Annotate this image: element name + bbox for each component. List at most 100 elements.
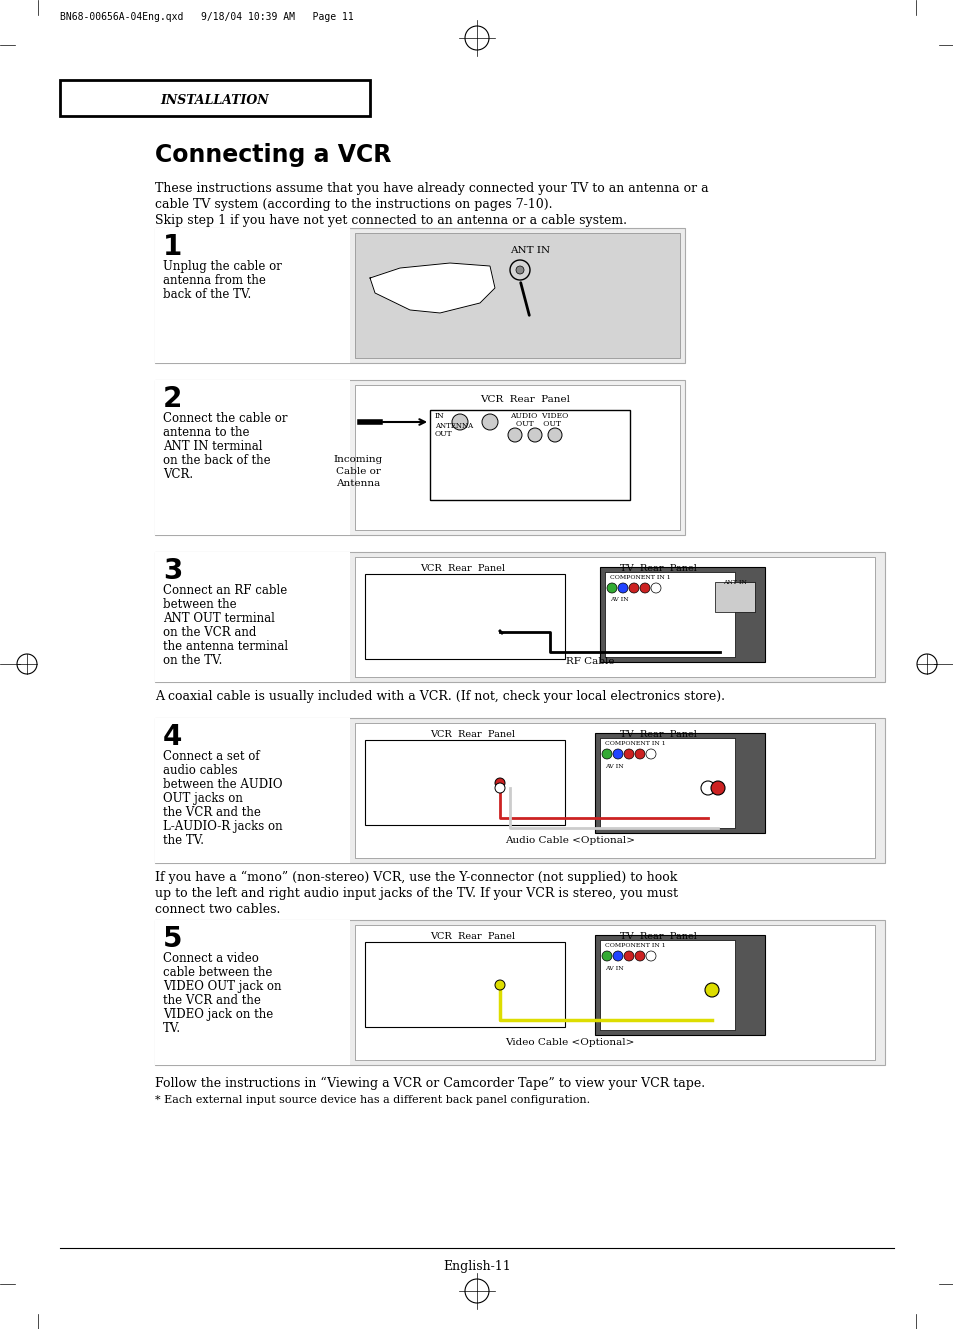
Bar bbox=[599, 567, 764, 662]
Text: back of the TV.: back of the TV. bbox=[163, 288, 251, 300]
Circle shape bbox=[601, 750, 612, 759]
Bar bbox=[154, 920, 884, 1065]
Text: ANT IN: ANT IN bbox=[722, 579, 746, 585]
Text: ANT IN terminal: ANT IN terminal bbox=[163, 440, 262, 453]
Text: COMPONENT IN 1: COMPONENT IN 1 bbox=[604, 742, 665, 746]
Bar bbox=[355, 233, 679, 358]
Text: ANT OUT terminal: ANT OUT terminal bbox=[163, 611, 274, 625]
Circle shape bbox=[650, 583, 660, 593]
Circle shape bbox=[639, 583, 649, 593]
Text: audio cables: audio cables bbox=[163, 764, 237, 777]
Circle shape bbox=[613, 750, 622, 759]
Text: Audio Cable <Optional>: Audio Cable <Optional> bbox=[504, 836, 635, 845]
Bar bbox=[355, 723, 874, 859]
Text: English-11: English-11 bbox=[442, 1260, 511, 1273]
Text: OUT: OUT bbox=[435, 431, 453, 439]
Circle shape bbox=[628, 583, 639, 593]
Text: 5: 5 bbox=[163, 925, 182, 953]
Circle shape bbox=[700, 781, 714, 795]
Text: AUDIO  VIDEO: AUDIO VIDEO bbox=[510, 412, 568, 420]
Text: Follow the instructions in “Viewing a VCR or Camcorder Tape” to view your VCR ta: Follow the instructions in “Viewing a VC… bbox=[154, 1076, 704, 1090]
Bar bbox=[60, 80, 370, 116]
Bar bbox=[154, 920, 350, 1065]
Text: on the back of the: on the back of the bbox=[163, 455, 271, 466]
Text: IN: IN bbox=[435, 412, 444, 420]
Circle shape bbox=[635, 952, 644, 961]
Text: AV IN: AV IN bbox=[604, 764, 623, 769]
Bar bbox=[599, 940, 734, 1030]
Circle shape bbox=[507, 428, 521, 443]
Text: Connecting a VCR: Connecting a VCR bbox=[154, 144, 391, 167]
Text: INSTALLATION: INSTALLATION bbox=[160, 94, 269, 108]
Text: cable between the: cable between the bbox=[163, 966, 273, 979]
Text: COMPONENT IN 1: COMPONENT IN 1 bbox=[609, 575, 670, 579]
Text: Cable or: Cable or bbox=[335, 466, 380, 476]
Text: antenna from the: antenna from the bbox=[163, 274, 266, 287]
Bar bbox=[365, 574, 564, 659]
Text: VIDEO OUT jack on: VIDEO OUT jack on bbox=[163, 979, 281, 993]
Bar bbox=[604, 571, 734, 657]
Text: TV  Rear  Panel: TV Rear Panel bbox=[619, 932, 696, 941]
Text: Connect an RF cable: Connect an RF cable bbox=[163, 583, 287, 597]
Bar bbox=[365, 942, 564, 1027]
Text: ANTENNA: ANTENNA bbox=[435, 423, 473, 431]
Text: Antenna: Antenna bbox=[335, 478, 379, 488]
Circle shape bbox=[606, 583, 617, 593]
Circle shape bbox=[527, 428, 541, 443]
Text: VCR  Rear  Panel: VCR Rear Panel bbox=[479, 395, 569, 404]
Text: Video Cable <Optional>: Video Cable <Optional> bbox=[505, 1038, 634, 1047]
Circle shape bbox=[623, 750, 634, 759]
Text: Connect the cable or: Connect the cable or bbox=[163, 412, 287, 425]
Bar bbox=[154, 380, 684, 536]
Polygon shape bbox=[370, 263, 495, 314]
Text: If you have a “mono” (non-stereo) VCR, use the Y-connector (not supplied) to hoo: If you have a “mono” (non-stereo) VCR, u… bbox=[154, 870, 677, 884]
Text: Skip step 1 if you have not yet connected to an antenna or a cable system.: Skip step 1 if you have not yet connecte… bbox=[154, 214, 626, 227]
Circle shape bbox=[613, 952, 622, 961]
Bar bbox=[154, 718, 884, 863]
Text: ANT IN: ANT IN bbox=[510, 246, 550, 255]
Text: RF Cable: RF Cable bbox=[565, 657, 614, 666]
Bar bbox=[365, 740, 564, 825]
Text: Connect a video: Connect a video bbox=[163, 952, 258, 965]
Circle shape bbox=[495, 777, 504, 788]
Text: VCR.: VCR. bbox=[163, 468, 193, 481]
Text: AV IN: AV IN bbox=[609, 597, 628, 602]
Text: cable TV system (according to the instructions on pages 7-10).: cable TV system (according to the instru… bbox=[154, 198, 552, 211]
Text: VCR  Rear  Panel: VCR Rear Panel bbox=[430, 730, 515, 739]
Text: VCR  Rear  Panel: VCR Rear Panel bbox=[430, 932, 515, 941]
Circle shape bbox=[710, 781, 724, 795]
Text: the VCR and the: the VCR and the bbox=[163, 805, 260, 819]
Text: the TV.: the TV. bbox=[163, 835, 204, 847]
Bar bbox=[154, 380, 350, 536]
Circle shape bbox=[495, 979, 504, 990]
Bar bbox=[595, 734, 764, 833]
Text: Incoming: Incoming bbox=[333, 455, 382, 464]
Circle shape bbox=[601, 952, 612, 961]
Text: up to the left and right audio input jacks of the TV. If your VCR is stereo, you: up to the left and right audio input jac… bbox=[154, 886, 678, 900]
Text: the VCR and the: the VCR and the bbox=[163, 994, 260, 1007]
Text: 4: 4 bbox=[163, 723, 182, 751]
Text: between the: between the bbox=[163, 598, 236, 611]
Text: OUT    OUT: OUT OUT bbox=[516, 420, 560, 428]
Text: AV IN: AV IN bbox=[604, 966, 623, 971]
Text: between the AUDIO: between the AUDIO bbox=[163, 777, 282, 791]
Circle shape bbox=[635, 750, 644, 759]
Text: * Each external input source device has a different back panel configuration.: * Each external input source device has … bbox=[154, 1095, 590, 1104]
Circle shape bbox=[547, 428, 561, 443]
Text: connect two cables.: connect two cables. bbox=[154, 902, 280, 916]
Bar bbox=[154, 229, 684, 363]
Bar bbox=[154, 552, 884, 682]
Circle shape bbox=[452, 415, 468, 431]
Bar bbox=[355, 385, 679, 530]
Circle shape bbox=[618, 583, 627, 593]
Text: COMPONENT IN 1: COMPONENT IN 1 bbox=[604, 944, 665, 948]
Text: These instructions assume that you have already connected your TV to an antenna : These instructions assume that you have … bbox=[154, 182, 708, 195]
Text: OUT jacks on: OUT jacks on bbox=[163, 792, 243, 805]
Text: Unplug the cable or: Unplug the cable or bbox=[163, 260, 281, 272]
Bar bbox=[355, 925, 874, 1061]
Bar bbox=[154, 229, 350, 363]
Text: on the VCR and: on the VCR and bbox=[163, 626, 256, 639]
Bar bbox=[595, 936, 764, 1035]
Bar bbox=[714, 582, 754, 611]
Text: TV  Rear  Panel: TV Rear Panel bbox=[619, 730, 696, 739]
